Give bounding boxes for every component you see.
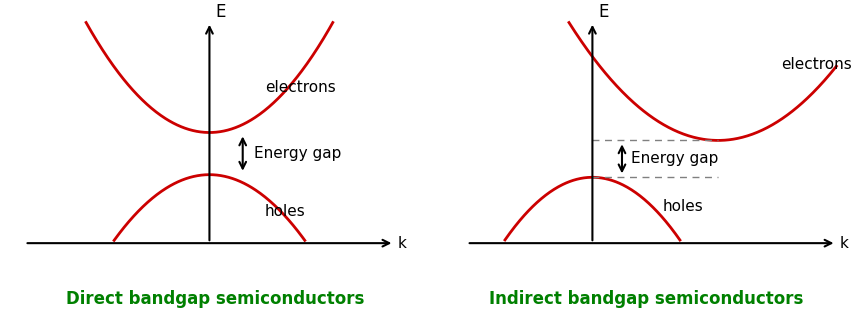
Text: electrons: electrons bbox=[781, 56, 852, 71]
Text: E: E bbox=[215, 3, 226, 21]
Text: k: k bbox=[840, 236, 849, 251]
Text: E: E bbox=[598, 3, 609, 21]
Text: Indirect bandgap semiconductors: Indirect bandgap semiconductors bbox=[488, 290, 803, 308]
Text: holes: holes bbox=[265, 204, 306, 219]
Text: Direct bandgap semiconductors: Direct bandgap semiconductors bbox=[66, 290, 364, 308]
Text: holes: holes bbox=[663, 199, 703, 214]
Text: electrons: electrons bbox=[265, 80, 336, 95]
Text: Energy gap: Energy gap bbox=[631, 151, 718, 166]
Text: k: k bbox=[398, 236, 407, 251]
Text: Energy gap: Energy gap bbox=[254, 146, 341, 161]
